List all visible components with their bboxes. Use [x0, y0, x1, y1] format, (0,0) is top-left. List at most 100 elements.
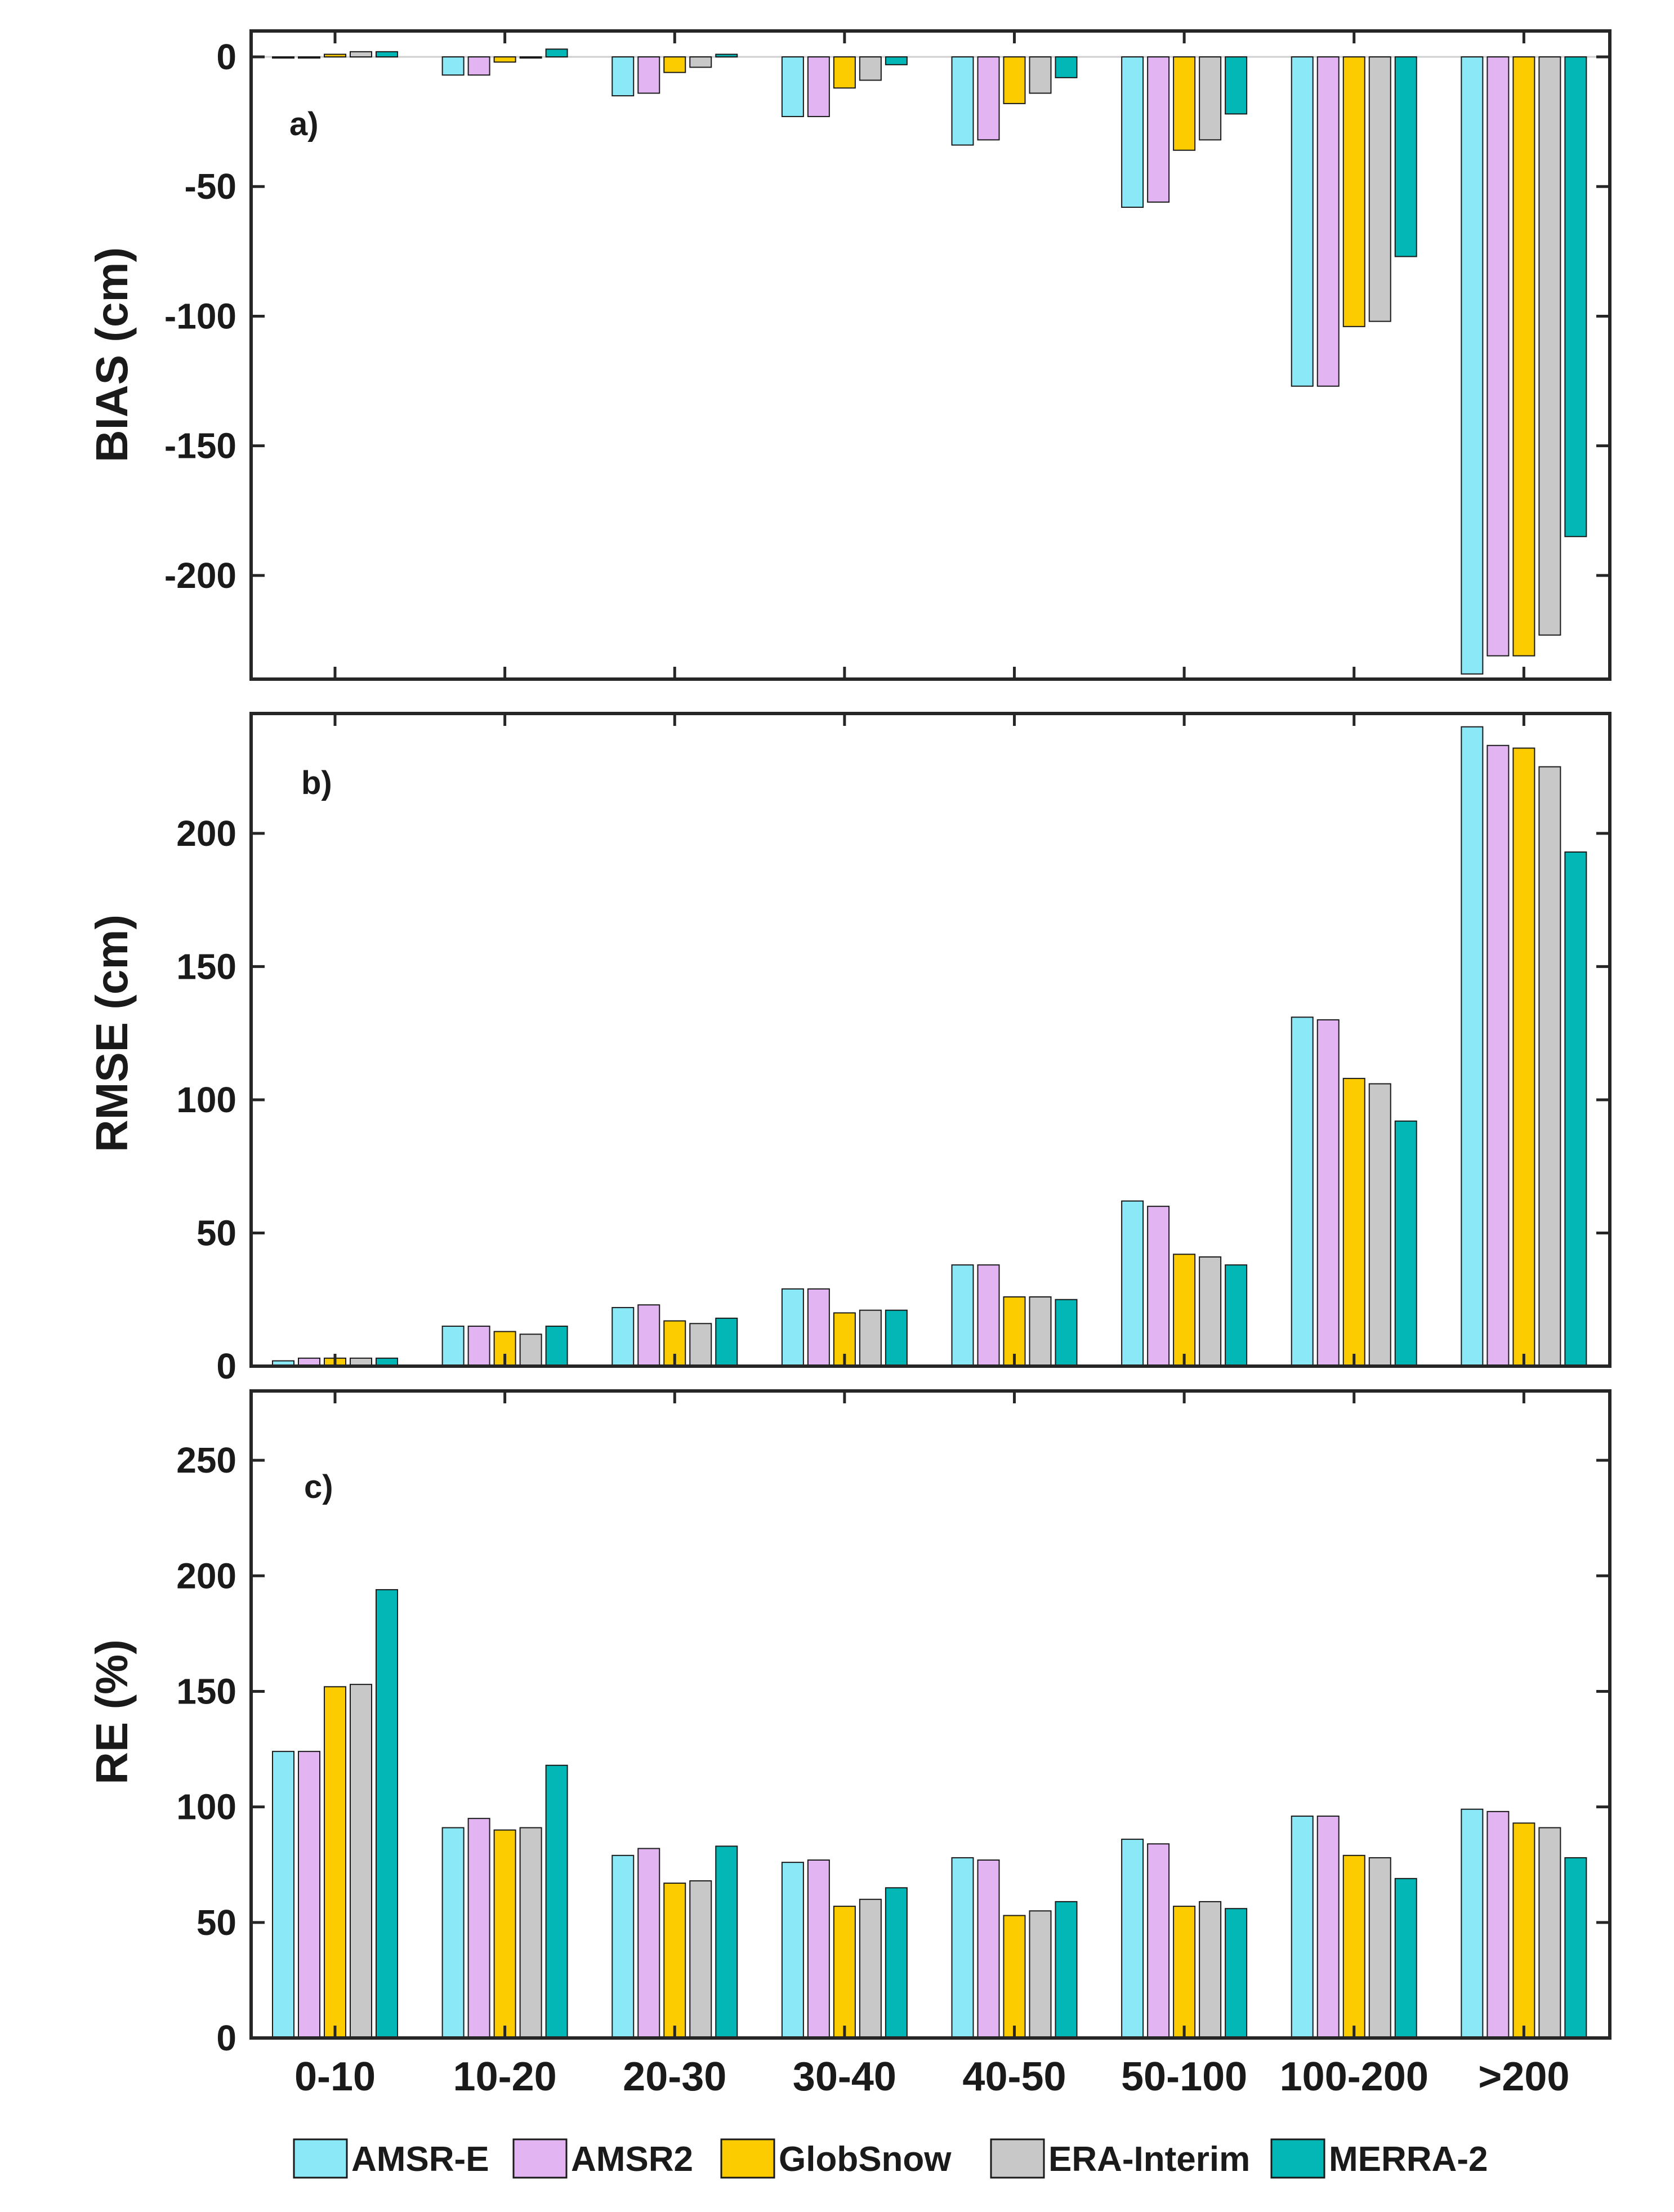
y-tick-label: -100	[164, 296, 236, 336]
bar-globsnow-5	[1173, 1906, 1196, 2039]
bar-amsr2-3	[807, 1859, 830, 2039]
rmse-axes-frame	[249, 712, 1611, 1368]
bar-merra-2-1	[545, 1764, 568, 2039]
bar-amsr-e-4	[951, 56, 974, 146]
bar-era-interim-2	[689, 1880, 712, 2039]
bar-globsnow-3	[833, 56, 856, 89]
bar-amsr2-6	[1316, 56, 1340, 387]
bar-merra-2-1	[545, 48, 568, 58]
legend-label: MERRA-2	[1329, 2140, 1488, 2179]
bar-amsr-e-6	[1291, 56, 1314, 387]
legend-swatch-amsr-e	[293, 2138, 348, 2179]
legend-swatch-amsr2	[512, 2138, 568, 2179]
bar-amsr-e-7	[1461, 726, 1484, 1367]
bar-merra-2-3	[885, 1309, 908, 1367]
x-category-label: >200	[1478, 2054, 1569, 2099]
legend-label: ERA-Interim	[1048, 2140, 1250, 2179]
bar-era-interim-1	[519, 1827, 542, 2039]
bar-era-interim-0	[350, 51, 372, 58]
bar-era-interim-7	[1538, 56, 1561, 636]
x-category-label: 30-40	[793, 2054, 896, 2099]
bar-era-interim-7	[1538, 766, 1561, 1367]
bar-globsnow-2	[663, 56, 686, 73]
x-category-label: 50-100	[1121, 2054, 1247, 2099]
bar-merra-2-6	[1394, 1120, 1417, 1367]
bar-globsnow-4	[1003, 56, 1026, 104]
y-tick-label: 250	[176, 1440, 236, 1480]
x-category-label: 0-10	[294, 2054, 376, 2099]
bar-amsr2-2	[637, 1848, 660, 2039]
bar-era-interim-2	[689, 56, 712, 68]
bias-y-axis-label: BIAS (cm)	[87, 247, 137, 462]
bar-amsr2-7	[1486, 1810, 1510, 2039]
bar-globsnow-6	[1342, 1854, 1365, 2039]
bias-x-ticks	[333, 31, 1525, 679]
bar-amsr2-1	[467, 1326, 490, 1367]
bar-merra-2-4	[1055, 1901, 1078, 2039]
re-bars	[272, 1589, 1587, 2039]
bar-era-interim-0	[350, 1684, 372, 2039]
bar-era-interim-7	[1538, 1827, 1561, 2039]
legend-label: GlobSnow	[779, 2140, 952, 2179]
bar-era-interim-1	[519, 56, 542, 59]
bar-amsr2-3	[807, 56, 830, 117]
bar-amsr-e-3	[781, 56, 804, 117]
bar-amsr2-7	[1486, 56, 1510, 657]
bar-amsr2-6	[1316, 1816, 1340, 2039]
bar-globsnow-0	[324, 53, 346, 58]
bar-amsr2-0	[298, 1751, 320, 2039]
bar-amsr2-2	[637, 1304, 660, 1367]
bar-amsr-e-2	[611, 1306, 635, 1367]
bar-era-interim-4	[1029, 1910, 1052, 2039]
y-tick-label: 0	[216, 2018, 236, 2058]
panel-bias: 0 -50 -100 -150 -200 a) BIAS (cm)	[87, 29, 1611, 681]
bar-amsr-e-3	[781, 1288, 804, 1367]
bar-era-interim-6	[1368, 56, 1391, 322]
bar-amsr2-0	[298, 56, 320, 59]
x-category-label: 40-50	[962, 2054, 1066, 2099]
bar-merra-2-2	[715, 1317, 738, 1367]
bar-amsr2-7	[1486, 744, 1510, 1367]
bar-merra-2-3	[885, 1887, 908, 2039]
x-category-label: 20-30	[623, 2054, 726, 2099]
bar-era-interim-2	[689, 1323, 712, 1367]
bar-globsnow-3	[833, 1906, 856, 2039]
bar-merra-2-5	[1225, 1908, 1248, 2039]
re-x-ticks	[333, 1391, 1525, 2038]
rmse-y-axis-label: RMSE (cm)	[87, 915, 137, 1152]
bar-amsr-e-6	[1291, 1816, 1314, 2039]
bar-era-interim-3	[859, 1309, 882, 1367]
bar-globsnow-1	[493, 56, 516, 63]
bar-merra-2-6	[1394, 56, 1417, 257]
bar-amsr-e-1	[441, 56, 465, 76]
bar-merra-2-1	[545, 1326, 568, 1367]
bar-amsr-e-4	[951, 1264, 974, 1367]
y-tick-label: 0	[216, 37, 236, 77]
y-tick-label: 200	[176, 813, 236, 854]
re-axes-frame	[249, 1389, 1611, 2040]
y-tick-label: -150	[164, 426, 236, 466]
bar-globsnow-7	[1512, 1822, 1535, 2039]
bar-era-interim-4	[1029, 1296, 1052, 1367]
bar-amsr2-1	[467, 1818, 490, 2039]
bar-amsr-e-0	[272, 1751, 294, 2039]
rmse-panel-label: b)	[301, 765, 332, 801]
legend-label: AMSR-E	[351, 2140, 489, 2179]
bar-era-interim-5	[1199, 1901, 1222, 2039]
bar-merra-2-2	[715, 53, 738, 58]
bar-merra-2-3	[885, 56, 908, 65]
bias-y-ticks: 0 -50 -100 -150 -200	[164, 37, 1610, 596]
bar-amsr2-2	[637, 56, 660, 94]
y-tick-label: 100	[176, 1787, 236, 1827]
bar-amsr2-5	[1147, 1843, 1170, 2039]
bar-amsr2-4	[977, 1859, 1000, 2039]
legend: AMSR-E AMSR2 GlobSnow ERA-Interim MERRA-2	[293, 2138, 1488, 2179]
rmse-bars	[272, 726, 1587, 1367]
bar-globsnow-2	[663, 1883, 686, 2039]
y-tick-label: -200	[164, 555, 236, 596]
bar-merra-2-0	[376, 1589, 398, 2039]
bar-globsnow-4	[1003, 1915, 1026, 2039]
bias-axes-frame	[249, 29, 1611, 681]
bar-era-interim-1	[519, 1334, 542, 1367]
bar-amsr-e-5	[1121, 1200, 1144, 1367]
